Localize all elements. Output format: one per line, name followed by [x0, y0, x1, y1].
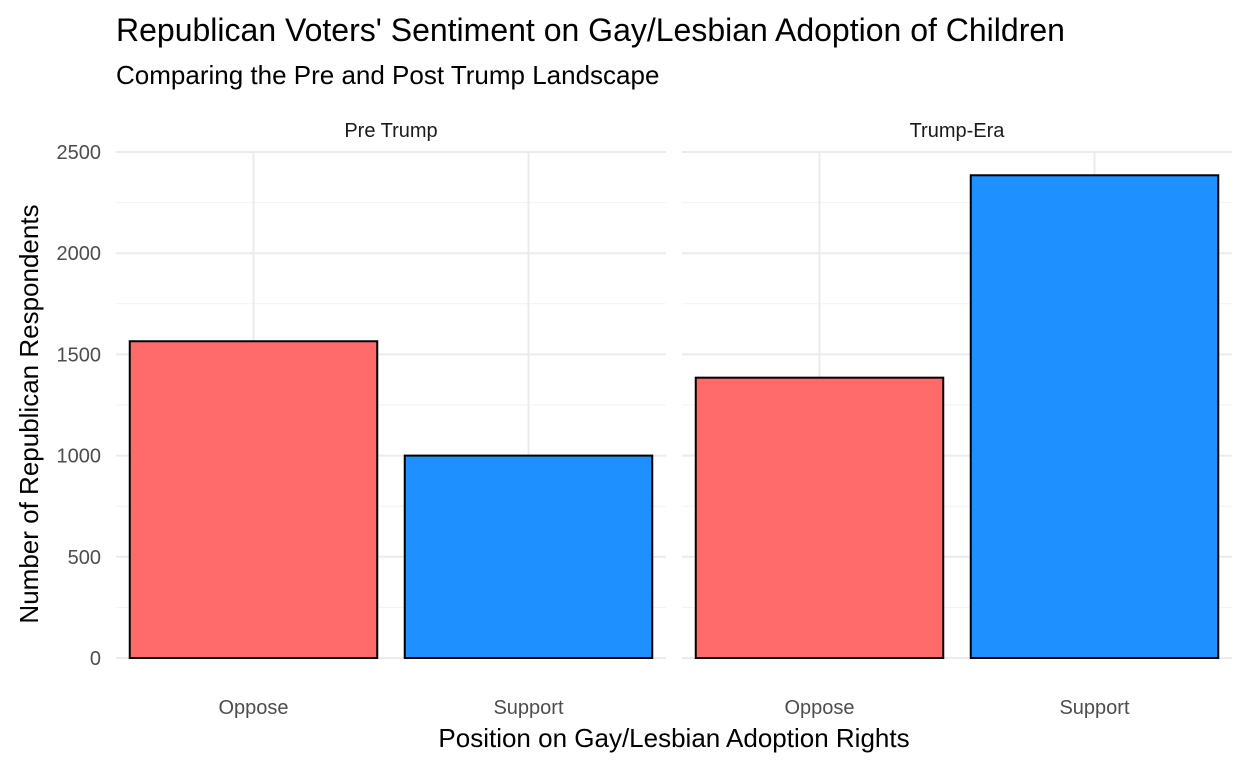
bar-oppose: [694, 376, 945, 659]
chart-subtitle: Comparing the Pre and Post Trump Landsca…: [116, 60, 659, 90]
y-tick-label: 500: [68, 547, 101, 569]
x-tick-label: Oppose: [784, 697, 854, 719]
y-tick-label: 0: [90, 648, 101, 670]
y-tick-label: 1500: [57, 344, 102, 366]
x-tick-label: Support: [1059, 697, 1129, 719]
bar-oppose: [128, 340, 379, 659]
y-axis-label: Number of Republican Respondents: [14, 204, 44, 623]
x-axis-label: Position on Gay/Lesbian Adoption Rights: [438, 723, 909, 753]
bar-support: [403, 454, 654, 659]
facet-panel: Oppose Support Pre Trump: [116, 120, 666, 719]
y-tick-label: 2000: [57, 243, 102, 265]
chart-title: Republican Voters' Sentiment on Gay/Lesb…: [116, 12, 1065, 48]
x-tick-label: Support: [493, 697, 563, 719]
y-tick-label: 2500: [57, 142, 102, 164]
y-axis: 0 500 1000 1500 2000 2500: [57, 142, 102, 670]
facet-strip-label: Trump-Era: [910, 120, 1006, 142]
y-tick-label: 1000: [57, 446, 102, 468]
x-tick-label: Oppose: [218, 697, 288, 719]
facet-panel: Oppose Support Trump-Era: [682, 120, 1232, 719]
bar-support: [969, 174, 1220, 659]
facet-panels: Oppose Support Pre Trump Oppose Support Trump…: [116, 120, 1232, 719]
facet-strip-label: Pre Trump: [344, 120, 437, 142]
